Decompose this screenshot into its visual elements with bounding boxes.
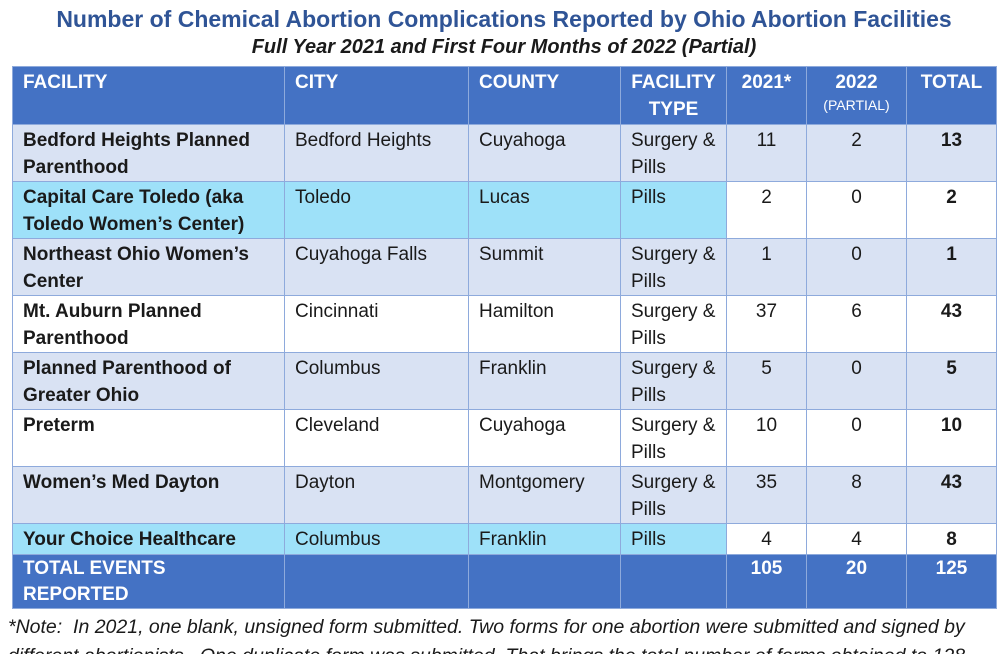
cell-total: 13 <box>906 124 997 182</box>
cell-total: 2 <box>906 181 997 239</box>
total-row-empty-county <box>468 554 621 609</box>
cell-city: Cuyahoga Falls <box>284 238 469 296</box>
cell-facility-type: Surgery & Pills <box>620 352 727 410</box>
cell-total: 8 <box>906 523 997 555</box>
table-row: Mt. Auburn Planned Parenthood Cincinnati H… <box>12 295 997 353</box>
cell-city: Columbus <box>284 352 469 410</box>
cell-2022: 0 <box>806 409 907 467</box>
total-row-empty-type <box>620 554 727 609</box>
cell-city: Columbus <box>284 523 469 555</box>
page-title: Number of Chemical Abortion Complication… <box>56 6 952 32</box>
total-2021: 105 <box>726 554 807 609</box>
total-events-row: TOTAL EVENTS REPORTED 105 20 125 <box>12 554 997 609</box>
footnote: *Note: In 2021, one blank, unsigned form… <box>8 616 971 654</box>
header-2022: 2022 (PARTIAL) <box>806 66 907 125</box>
cell-2022: 4 <box>806 523 907 555</box>
cell-2021: 1 <box>726 238 807 296</box>
cell-county: Cuyahoga <box>468 124 621 182</box>
cell-facility-type: Pills <box>620 523 727 555</box>
cell-city: Bedford Heights <box>284 124 469 182</box>
cell-2022: 2 <box>806 124 907 182</box>
table-row: Capital Care Toledo (aka Toledo Women’s … <box>12 181 997 239</box>
cell-total: 5 <box>906 352 997 410</box>
cell-county: Montgomery <box>468 466 621 524</box>
cell-facility-type: Surgery & Pills <box>620 238 727 296</box>
total-row-label: TOTAL EVENTS REPORTED <box>12 554 285 609</box>
table-row: Bedford Heights Planned Parenthood Bedfor… <box>12 124 997 182</box>
cell-county: Franklin <box>468 352 621 410</box>
cell-city: Dayton <box>284 466 469 524</box>
cell-2021: 2 <box>726 181 807 239</box>
table-row: Northeast Ohio Women’s Center Cuyahoga Fa… <box>12 238 997 296</box>
cell-2022: 6 <box>806 295 907 353</box>
cell-facility: Bedford Heights Planned Parenthood <box>12 124 285 182</box>
cell-2021: 4 <box>726 523 807 555</box>
complications-table: FACILITY CITY COUNTY FACILITY TYPE 2021*… <box>12 66 997 609</box>
cell-2021: 5 <box>726 352 807 410</box>
header-2021: 2021* <box>726 66 807 125</box>
cell-facility: Northeast Ohio Women’s Center <box>12 238 285 296</box>
header-facility: FACILITY <box>12 66 285 125</box>
cell-county: Lucas <box>468 181 621 239</box>
cell-facility: Women’s Med Dayton <box>12 466 285 524</box>
header-2022-partial-label: (PARTIAL) <box>823 97 890 113</box>
page-subtitle: Full Year 2021 and First Four Months of … <box>251 36 757 58</box>
cell-2021: 10 <box>726 409 807 467</box>
cell-facility-type: Pills <box>620 181 727 239</box>
table-row: Women’s Med Dayton Dayton Montgomery Surger… <box>12 466 997 524</box>
cell-county: Summit <box>468 238 621 296</box>
cell-2021: 11 <box>726 124 807 182</box>
total-total: 125 <box>906 554 997 609</box>
table-row: Preterm Cleveland Cuyahoga Surgery & Pills 1… <box>12 409 997 467</box>
cell-city: Cleveland <box>284 409 469 467</box>
cell-total: 10 <box>906 409 997 467</box>
cell-county: Franklin <box>468 523 621 555</box>
table-row: Your Choice Healthcare Columbus Franklin Pi… <box>12 523 997 555</box>
cell-2022: 8 <box>806 466 907 524</box>
cell-county: Hamilton <box>468 295 621 353</box>
cell-2022: 0 <box>806 352 907 410</box>
table-body: Bedford Heights Planned Parenthood Bedfor… <box>12 124 997 609</box>
header-county: COUNTY <box>468 66 621 125</box>
total-row-empty-city <box>284 554 469 609</box>
cell-facility-type: Surgery & Pills <box>620 409 727 467</box>
table-header-row: FACILITY CITY COUNTY FACILITY TYPE 2021*… <box>12 66 997 125</box>
cell-2021: 35 <box>726 466 807 524</box>
cell-facility-type: Surgery & Pills <box>620 466 727 524</box>
cell-facility-type: Surgery & Pills <box>620 295 727 353</box>
cell-2022: 0 <box>806 181 907 239</box>
header-total: TOTAL <box>906 66 997 125</box>
cell-facility-type: Surgery & Pills <box>620 124 727 182</box>
cell-county: Cuyahoga <box>468 409 621 467</box>
cell-2022: 0 <box>806 238 907 296</box>
header-facility-type: FACILITY TYPE <box>620 66 727 125</box>
cell-2021: 37 <box>726 295 807 353</box>
cell-total: 43 <box>906 466 997 524</box>
header-city: CITY <box>284 66 469 125</box>
cell-total: 43 <box>906 295 997 353</box>
cell-city: Toledo <box>284 181 469 239</box>
cell-total: 1 <box>906 238 997 296</box>
cell-city: Cincinnati <box>284 295 469 353</box>
cell-facility: Planned Parenthood of Greater Ohio <box>12 352 285 410</box>
cell-facility: Capital Care Toledo (aka Toledo Women’s … <box>12 181 285 239</box>
header-2022-label: 2022 <box>835 72 878 93</box>
table-row: Planned Parenthood of Greater Ohio Columb… <box>12 352 997 410</box>
total-2022: 20 <box>806 554 907 609</box>
cell-facility: Mt. Auburn Planned Parenthood <box>12 295 285 353</box>
cell-facility: Your Choice Healthcare <box>12 523 285 555</box>
cell-facility: Preterm <box>12 409 285 467</box>
